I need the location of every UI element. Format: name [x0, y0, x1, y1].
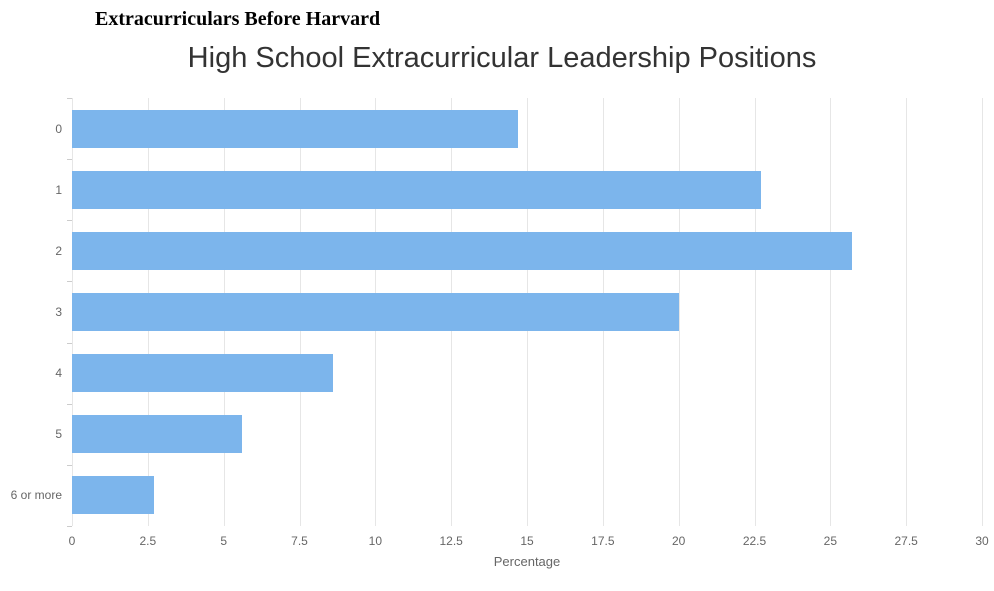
grid-line	[679, 98, 680, 526]
y-tick-label: 0	[55, 122, 62, 136]
x-axis-title: Percentage	[494, 554, 561, 569]
x-tick-label: 25	[824, 534, 837, 548]
x-tick-label: 30	[975, 534, 988, 548]
y-tick-label: 1	[55, 183, 62, 197]
x-tick-label: 27.5	[894, 534, 917, 548]
grid-line	[830, 98, 831, 526]
y-tick	[67, 404, 72, 405]
x-tick-label: 5	[220, 534, 227, 548]
x-tick-label: 10	[369, 534, 382, 548]
chart-title: High School Extracurricular Leadership P…	[188, 42, 817, 75]
chart-plot-area: Percentage 02.557.51012.51517.52022.5252…	[72, 98, 982, 526]
y-tick-label: 5	[55, 427, 62, 441]
y-tick-label: 4	[55, 366, 62, 380]
bar	[72, 293, 679, 331]
y-tick	[67, 220, 72, 221]
bar	[72, 354, 333, 392]
x-tick-label: 22.5	[743, 534, 766, 548]
bar	[72, 232, 852, 270]
y-tick-label: 2	[55, 244, 62, 258]
y-tick	[67, 343, 72, 344]
x-tick-label: 15	[520, 534, 533, 548]
x-tick-label: 0	[69, 534, 76, 548]
x-tick-label: 20	[672, 534, 685, 548]
y-tick	[67, 281, 72, 282]
page-supertitle: Extracurriculars Before Harvard	[95, 8, 380, 31]
x-tick-label: 17.5	[591, 534, 614, 548]
y-tick	[67, 465, 72, 466]
y-tick	[67, 159, 72, 160]
x-tick-label: 7.5	[291, 534, 308, 548]
grid-line	[755, 98, 756, 526]
x-tick-label: 2.5	[139, 534, 156, 548]
y-tick	[67, 526, 72, 527]
bar	[72, 171, 761, 209]
bar	[72, 415, 242, 453]
y-tick-label: 6 or more	[11, 488, 62, 502]
y-tick-label: 3	[55, 305, 62, 319]
bar	[72, 110, 518, 148]
y-tick	[67, 98, 72, 99]
grid-line	[906, 98, 907, 526]
bar	[72, 476, 154, 514]
grid-line	[982, 98, 983, 526]
x-tick-label: 12.5	[439, 534, 462, 548]
